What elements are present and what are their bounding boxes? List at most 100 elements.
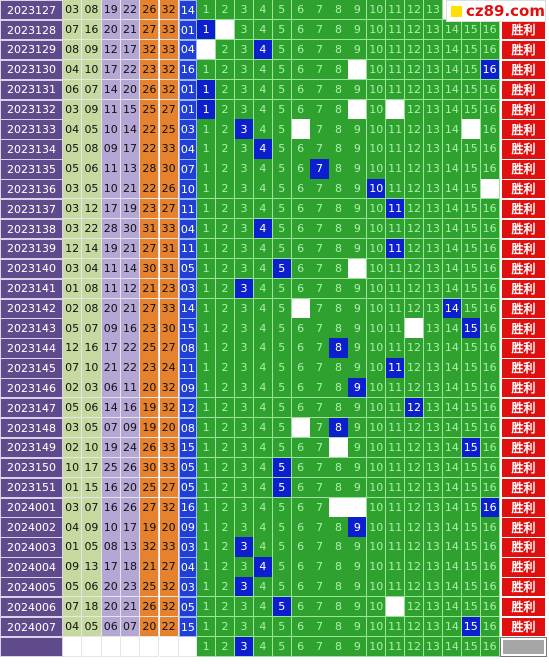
- number-cell-2[interactable]: 2: [215, 0, 236, 21]
- number-cell-15[interactable]: 15: [461, 278, 481, 299]
- number-cell-9[interactable]: 9: [348, 238, 368, 260]
- number-cell-15[interactable]: 15: [461, 139, 481, 160]
- number-cell-16[interactable]: 16: [480, 517, 500, 538]
- number-cell-15[interactable]: 15: [461, 437, 481, 459]
- number-cell-10[interactable]: 10: [367, 417, 387, 439]
- number-cell-11[interactable]: 11: [386, 577, 406, 598]
- number-cell-15[interactable]: 15: [461, 378, 481, 399]
- number-cell-7[interactable]: 7: [310, 238, 330, 260]
- number-cell-8[interactable]: 8: [329, 159, 349, 180]
- number-cell-13[interactable]: 13: [423, 497, 444, 518]
- number-cell-5[interactable]: 5: [272, 159, 292, 180]
- number-cell-1[interactable]: 1: [197, 119, 217, 140]
- number-cell-3[interactable]: 3: [234, 238, 255, 260]
- number-cell-8[interactable]: 8: [329, 278, 349, 299]
- number-cell-4[interactable]: 4: [253, 159, 273, 180]
- number-cell-13[interactable]: 13: [423, 119, 444, 140]
- number-cell-15[interactable]: 15: [461, 597, 481, 618]
- number-cell-15[interactable]: 15: [461, 59, 481, 81]
- number-cell-3[interactable]: 3: [234, 318, 255, 339]
- number-cell-12[interactable]: 12: [404, 99, 425, 120]
- number-cell-8[interactable]: 8: [329, 218, 349, 240]
- number-cell-4[interactable]: 4: [253, 218, 273, 240]
- number-cell-10[interactable]: 10: [367, 457, 387, 479]
- number-cell-11[interactable]: 11: [386, 159, 406, 180]
- number-cell-12[interactable]: 12: [404, 238, 425, 260]
- number-cell-7[interactable]: 7: [310, 278, 330, 299]
- number-cell-12[interactable]: 12: [404, 497, 425, 518]
- number-cell-16[interactable]: 16: [480, 39, 500, 61]
- number-cell-4[interactable]: 4: [253, 139, 273, 160]
- number-cell-6[interactable]: 6: [291, 179, 311, 200]
- number-cell-4[interactable]: 4: [253, 497, 273, 518]
- number-cell-9[interactable]: 9: [348, 417, 368, 439]
- number-cell-5[interactable]: 5: [272, 199, 292, 220]
- number-cell-3[interactable]: 3: [234, 378, 255, 399]
- number-cell-5[interactable]: 5: [272, 517, 292, 538]
- number-cell-2[interactable]: 2: [215, 398, 236, 419]
- number-cell-5[interactable]: 5: [272, 537, 292, 558]
- number-cell-7[interactable]: 7: [310, 139, 330, 160]
- number-cell-10[interactable]: 10: [367, 59, 387, 81]
- number-cell-3[interactable]: 3: [234, 358, 255, 379]
- number-cell-4[interactable]: 4: [253, 338, 273, 359]
- number-cell-9[interactable]: 9: [348, 218, 368, 240]
- number-cell-1[interactable]: 1: [197, 457, 217, 479]
- number-cell-9[interactable]: 9: [348, 457, 368, 479]
- number-cell-11[interactable]: 11: [386, 437, 406, 459]
- number-cell-5[interactable]: 5: [272, 39, 292, 61]
- number-cell-13[interactable]: 13: [423, 398, 444, 419]
- number-cell-5[interactable]: 5: [272, 457, 292, 479]
- number-cell-15[interactable]: 15: [461, 577, 481, 598]
- number-cell-15[interactable]: 15: [461, 358, 481, 379]
- number-cell-4[interactable]: 4: [253, 298, 273, 319]
- number-cell-15[interactable]: 15: [461, 497, 481, 518]
- number-cell-16[interactable]: 16: [480, 199, 500, 220]
- number-cell-5[interactable]: 5: [272, 497, 292, 518]
- number-cell-10[interactable]: 10: [367, 597, 387, 618]
- number-cell-6[interactable]: 6: [291, 497, 311, 518]
- number-cell-1[interactable]: 1: [197, 417, 217, 439]
- number-cell-4[interactable]: 4: [253, 19, 273, 41]
- number-cell-2[interactable]: 2: [215, 179, 236, 200]
- number-cell-12[interactable]: 12: [404, 477, 425, 498]
- number-cell-14[interactable]: 14: [442, 79, 462, 100]
- number-cell-15[interactable]: 15: [461, 79, 481, 100]
- number-cell-15[interactable]: 15: [461, 39, 481, 61]
- number-cell-6[interactable]: 6: [291, 597, 311, 618]
- number-cell-14[interactable]: 14: [442, 398, 462, 419]
- number-cell-5[interactable]: 5: [272, 258, 292, 280]
- number-cell-11[interactable]: 11: [386, 338, 406, 359]
- number-cell-5[interactable]: 5: [272, 298, 292, 319]
- number-cell-11[interactable]: 11: [386, 59, 406, 81]
- number-cell-16[interactable]: 16: [480, 318, 500, 339]
- number-cell-6[interactable]: 6: [291, 39, 311, 61]
- number-cell-11[interactable]: 11: [386, 477, 406, 498]
- number-cell-5[interactable]: 5: [272, 119, 292, 140]
- number-cell-9[interactable]: 9: [348, 79, 368, 100]
- number-cell-11[interactable]: 11: [386, 318, 406, 339]
- number-cell-6[interactable]: 6: [291, 139, 311, 160]
- number-cell-1[interactable]: 1: [197, 497, 217, 518]
- number-cell-15[interactable]: 15: [461, 19, 481, 41]
- number-cell-4[interactable]: 4: [253, 477, 273, 498]
- number-cell-3[interactable]: 3: [234, 59, 255, 81]
- number-cell-11[interactable]: 11: [386, 79, 406, 100]
- site-logo[interactable]: cz89.com: [446, 0, 546, 22]
- number-cell-15[interactable]: 15: [461, 199, 481, 220]
- number-cell-6[interactable]: 6: [291, 616, 311, 638]
- number-cell-15[interactable]: 15: [461, 398, 481, 419]
- number-cell-11[interactable]: 11: [386, 19, 406, 41]
- number-cell-3[interactable]: 3: [234, 278, 255, 299]
- number-cell-14[interactable]: 14: [442, 616, 462, 638]
- number-cell-14[interactable]: 14: [442, 338, 462, 359]
- number-cell-13[interactable]: 13: [423, 457, 444, 479]
- number-cell-11[interactable]: 11: [386, 298, 406, 319]
- number-cell-8[interactable]: 8: [329, 19, 349, 41]
- number-cell-15[interactable]: 15: [461, 159, 481, 180]
- number-cell-13[interactable]: 13: [423, 318, 444, 339]
- number-cell-6[interactable]: 6: [291, 218, 311, 240]
- number-cell-13[interactable]: 13: [423, 218, 444, 240]
- number-cell-10[interactable]: 10: [367, 159, 387, 180]
- number-cell-2[interactable]: 2: [215, 616, 236, 638]
